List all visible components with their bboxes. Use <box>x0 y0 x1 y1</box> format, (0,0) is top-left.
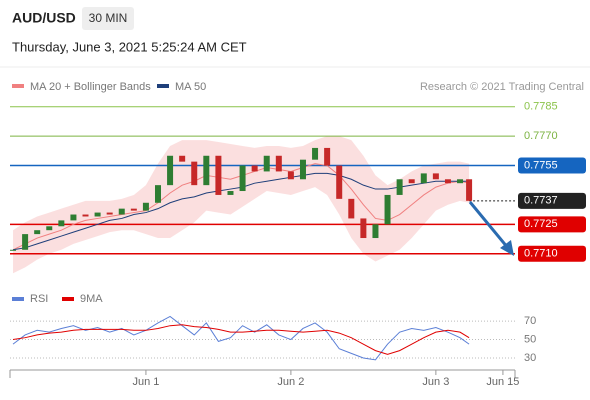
candle <box>444 179 451 184</box>
candle <box>130 208 137 211</box>
x-tick-label: Jun 15 <box>486 376 519 388</box>
candle <box>106 212 113 215</box>
candle <box>10 249 17 251</box>
level-label: 0.7710 <box>524 248 558 260</box>
forecast-arrow <box>468 201 510 249</box>
level-box <box>518 192 586 209</box>
level-box <box>518 245 586 262</box>
forecast-arrow-head <box>500 240 514 256</box>
candle <box>360 218 367 239</box>
candle <box>239 165 246 192</box>
indicator-line <box>12 324 470 355</box>
candle <box>336 165 343 199</box>
candle <box>324 147 331 166</box>
candle <box>94 212 101 217</box>
level-label: 0.7785 <box>524 101 558 113</box>
date: Thursday, June 3, 2021 5:25:24 AM CET <box>12 39 247 54</box>
candle <box>384 194 391 225</box>
credit: Research © 2021 Trading Central <box>420 81 584 93</box>
candle <box>466 179 473 201</box>
candle <box>251 165 258 172</box>
legend-swatch <box>157 84 169 88</box>
y-tick-label: 30 <box>524 352 536 364</box>
candle <box>215 155 222 195</box>
candle <box>167 155 174 186</box>
candle <box>396 179 403 195</box>
legend-swatch <box>12 84 24 88</box>
candle <box>420 173 427 184</box>
candle <box>348 198 355 219</box>
candle <box>287 171 294 180</box>
bollinger-band <box>13 136 470 274</box>
symbol: AUD/USD <box>12 10 76 26</box>
candle <box>263 155 270 172</box>
timeframe-badge <box>82 7 134 30</box>
x-tick-label: Jun 1 <box>132 376 159 388</box>
candle <box>58 220 65 227</box>
level-label: 0.7770 <box>524 130 558 142</box>
level-label: 0.7755 <box>524 159 558 171</box>
candle <box>34 230 41 235</box>
candle <box>154 185 161 203</box>
timeframe: 30 MIN <box>89 11 128 25</box>
level-label: 0.7737 <box>524 195 558 207</box>
candle <box>299 159 306 180</box>
candle <box>179 155 186 162</box>
legend-label: RSI <box>30 293 48 305</box>
legend-swatch <box>62 297 74 301</box>
x-tick-label: Jun 2 <box>277 376 304 388</box>
y-tick-label: 50 <box>524 333 536 345</box>
candle <box>372 224 379 239</box>
legend-label: MA 50 <box>175 81 206 93</box>
candle <box>203 155 210 186</box>
legend-swatch <box>12 297 24 301</box>
candle <box>142 202 149 211</box>
candle <box>408 179 415 184</box>
candle <box>312 147 319 160</box>
candle <box>70 214 77 221</box>
candle <box>227 191 234 195</box>
level-label: 0.7725 <box>524 218 558 230</box>
candle <box>275 155 282 172</box>
legend-label: 9MA <box>80 293 103 305</box>
level-box <box>518 157 586 174</box>
legend-label: MA 20 + Bollinger Bands <box>30 81 151 93</box>
candle <box>46 226 53 231</box>
candle <box>22 234 29 250</box>
indicator-line <box>12 315 470 361</box>
candle <box>82 214 89 217</box>
candle <box>191 161 198 186</box>
candle <box>457 179 464 184</box>
level-box <box>518 216 586 233</box>
candle <box>432 173 439 180</box>
candle <box>118 208 125 215</box>
x-tick-label: Jun 3 <box>422 376 449 388</box>
y-tick-label: 70 <box>524 315 536 327</box>
